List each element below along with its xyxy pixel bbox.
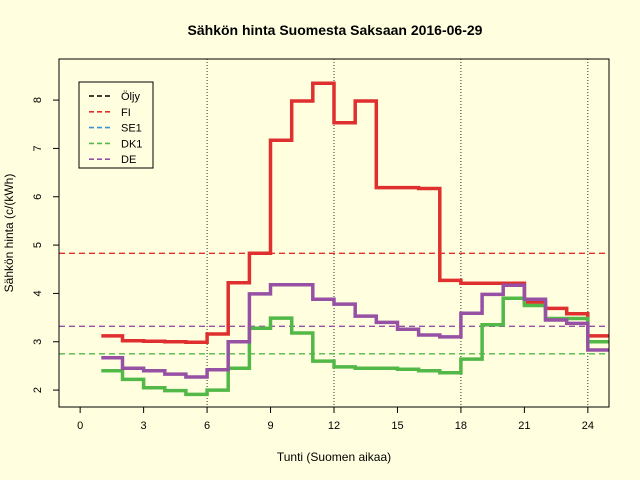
x-tick-label-18: 18 <box>455 420 467 432</box>
series-line-de <box>101 282 609 379</box>
legend-label-dk1: DK1 <box>121 138 142 150</box>
x-tick-label-9: 9 <box>267 420 273 432</box>
y-tick-label-3: 3 <box>32 339 44 345</box>
legend-label-oljy: Öljy <box>121 91 140 103</box>
y-tick-label-5: 5 <box>32 242 44 248</box>
average-lines <box>59 252 609 355</box>
y-axis-label: Sähkön hinta (c/(kWh) <box>2 174 16 293</box>
x-tick-label-0: 0 <box>77 420 83 432</box>
y-tick-label-8: 8 <box>32 97 44 103</box>
legend-box <box>78 81 154 169</box>
y-tick-label-6: 6 <box>32 194 44 200</box>
grid-layer <box>206 59 589 407</box>
y-tick-label-7: 7 <box>32 145 44 151</box>
legend-label-fi: FI <box>121 107 131 119</box>
x-tick-label-21: 21 <box>518 420 530 432</box>
y-tick-label-4: 4 <box>32 290 44 296</box>
y-tick-label-2: 2 <box>32 387 44 393</box>
chart-title: Sähkön hinta Suomesta Saksaan 2016-06-29 <box>188 22 483 38</box>
x-tick-label-15: 15 <box>391 420 403 432</box>
axes: 0 3 6 9 12 15 18 21 24 2 3 4 5 6 7 8 <box>32 97 594 432</box>
x-tick-label-12: 12 <box>328 420 340 432</box>
series-lines <box>101 81 609 397</box>
series-line-dk1 <box>101 296 609 397</box>
x-axis-label: Tunti (Suomen aikaa) <box>277 450 391 464</box>
x-tick-label-6: 6 <box>204 420 210 432</box>
x-tick-label-3: 3 <box>141 420 147 432</box>
legend: Öljy FI SE1 DK1 DE <box>78 81 154 169</box>
x-tick-label-24: 24 <box>582 420 594 432</box>
legend-label-de: DE <box>121 154 136 166</box>
legend-label-se1: SE1 <box>121 123 142 135</box>
